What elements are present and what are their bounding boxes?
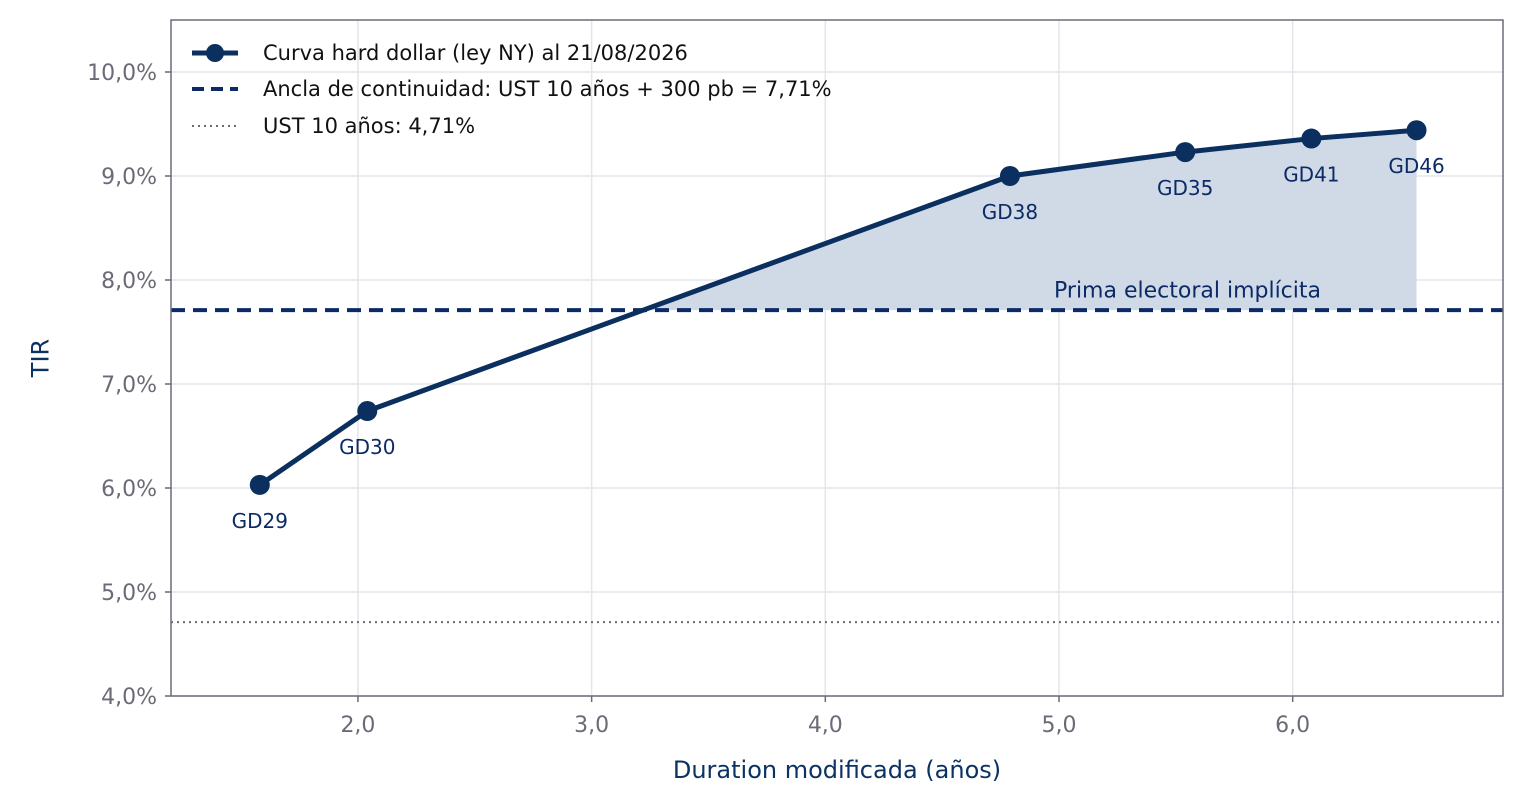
data-point-gd46 [1406,120,1427,141]
y-tick-label: 9,0% [101,165,157,190]
tick-layer: 2,0 3,0 4,0 5,0 6,0 4,0% 5,0% 6,0% 7,0% 8,0% 9,0% 1… [87,61,1310,738]
premium-area-layer [643,130,1417,311]
point-label-gd41: GD41 [1283,163,1339,187]
premium-area [643,130,1417,311]
point-label-gd38: GD38 [982,200,1038,224]
plot-frame [170,19,1504,697]
x-tick-label: 4,0 [808,713,843,738]
series-layer [249,120,1427,495]
legend: Curva hard dollar (ley NY) al 21/08/2026… [192,41,832,138]
legend-marker-curve [206,44,224,62]
data-point-gd35 [1175,142,1196,163]
legend-label-ust: UST 10 años: 4,71% [263,114,475,138]
data-point-gd29 [249,474,270,495]
point-label-gd46: GD46 [1388,154,1444,178]
point-label-gd30: GD30 [339,435,395,459]
x-tick-label: 5,0 [1042,713,1077,738]
data-point-gd30 [357,401,378,422]
y-tick-label: 10,0% [87,61,157,86]
x-tick-label: 2,0 [340,713,375,738]
premium-annotation: Prima electoral implícita [1054,279,1321,304]
x-tick-label: 3,0 [574,713,609,738]
x-axis-title: Duration modificada (años) [673,756,1001,784]
y-tick-label: 5,0% [101,581,157,606]
y-tick-label: 4,0% [101,685,157,710]
y-tick-label: 6,0% [101,477,157,502]
point-label-gd29: GD29 [232,509,288,533]
series-line [258,127,1417,487]
y-tick-label: 7,0% [101,373,157,398]
point-label-gd35: GD35 [1157,176,1213,200]
point-labels: GD29 GD30 GD38 GD35 GD41 GD46 [232,154,1445,533]
reference-lines [171,308,1503,624]
x-tick-label: 6,0 [1275,713,1310,738]
legend-label-anchor: Ancla de continuidad: UST 10 años + 300 … [263,77,832,101]
y-axis-title: TIR [26,339,54,378]
legend-label-curve: Curva hard dollar (ley NY) al 21/08/2026 [263,41,688,65]
y-tick-label: 8,0% [101,269,157,294]
data-point-gd41 [1301,128,1322,149]
data-point-gd38 [999,166,1020,186]
